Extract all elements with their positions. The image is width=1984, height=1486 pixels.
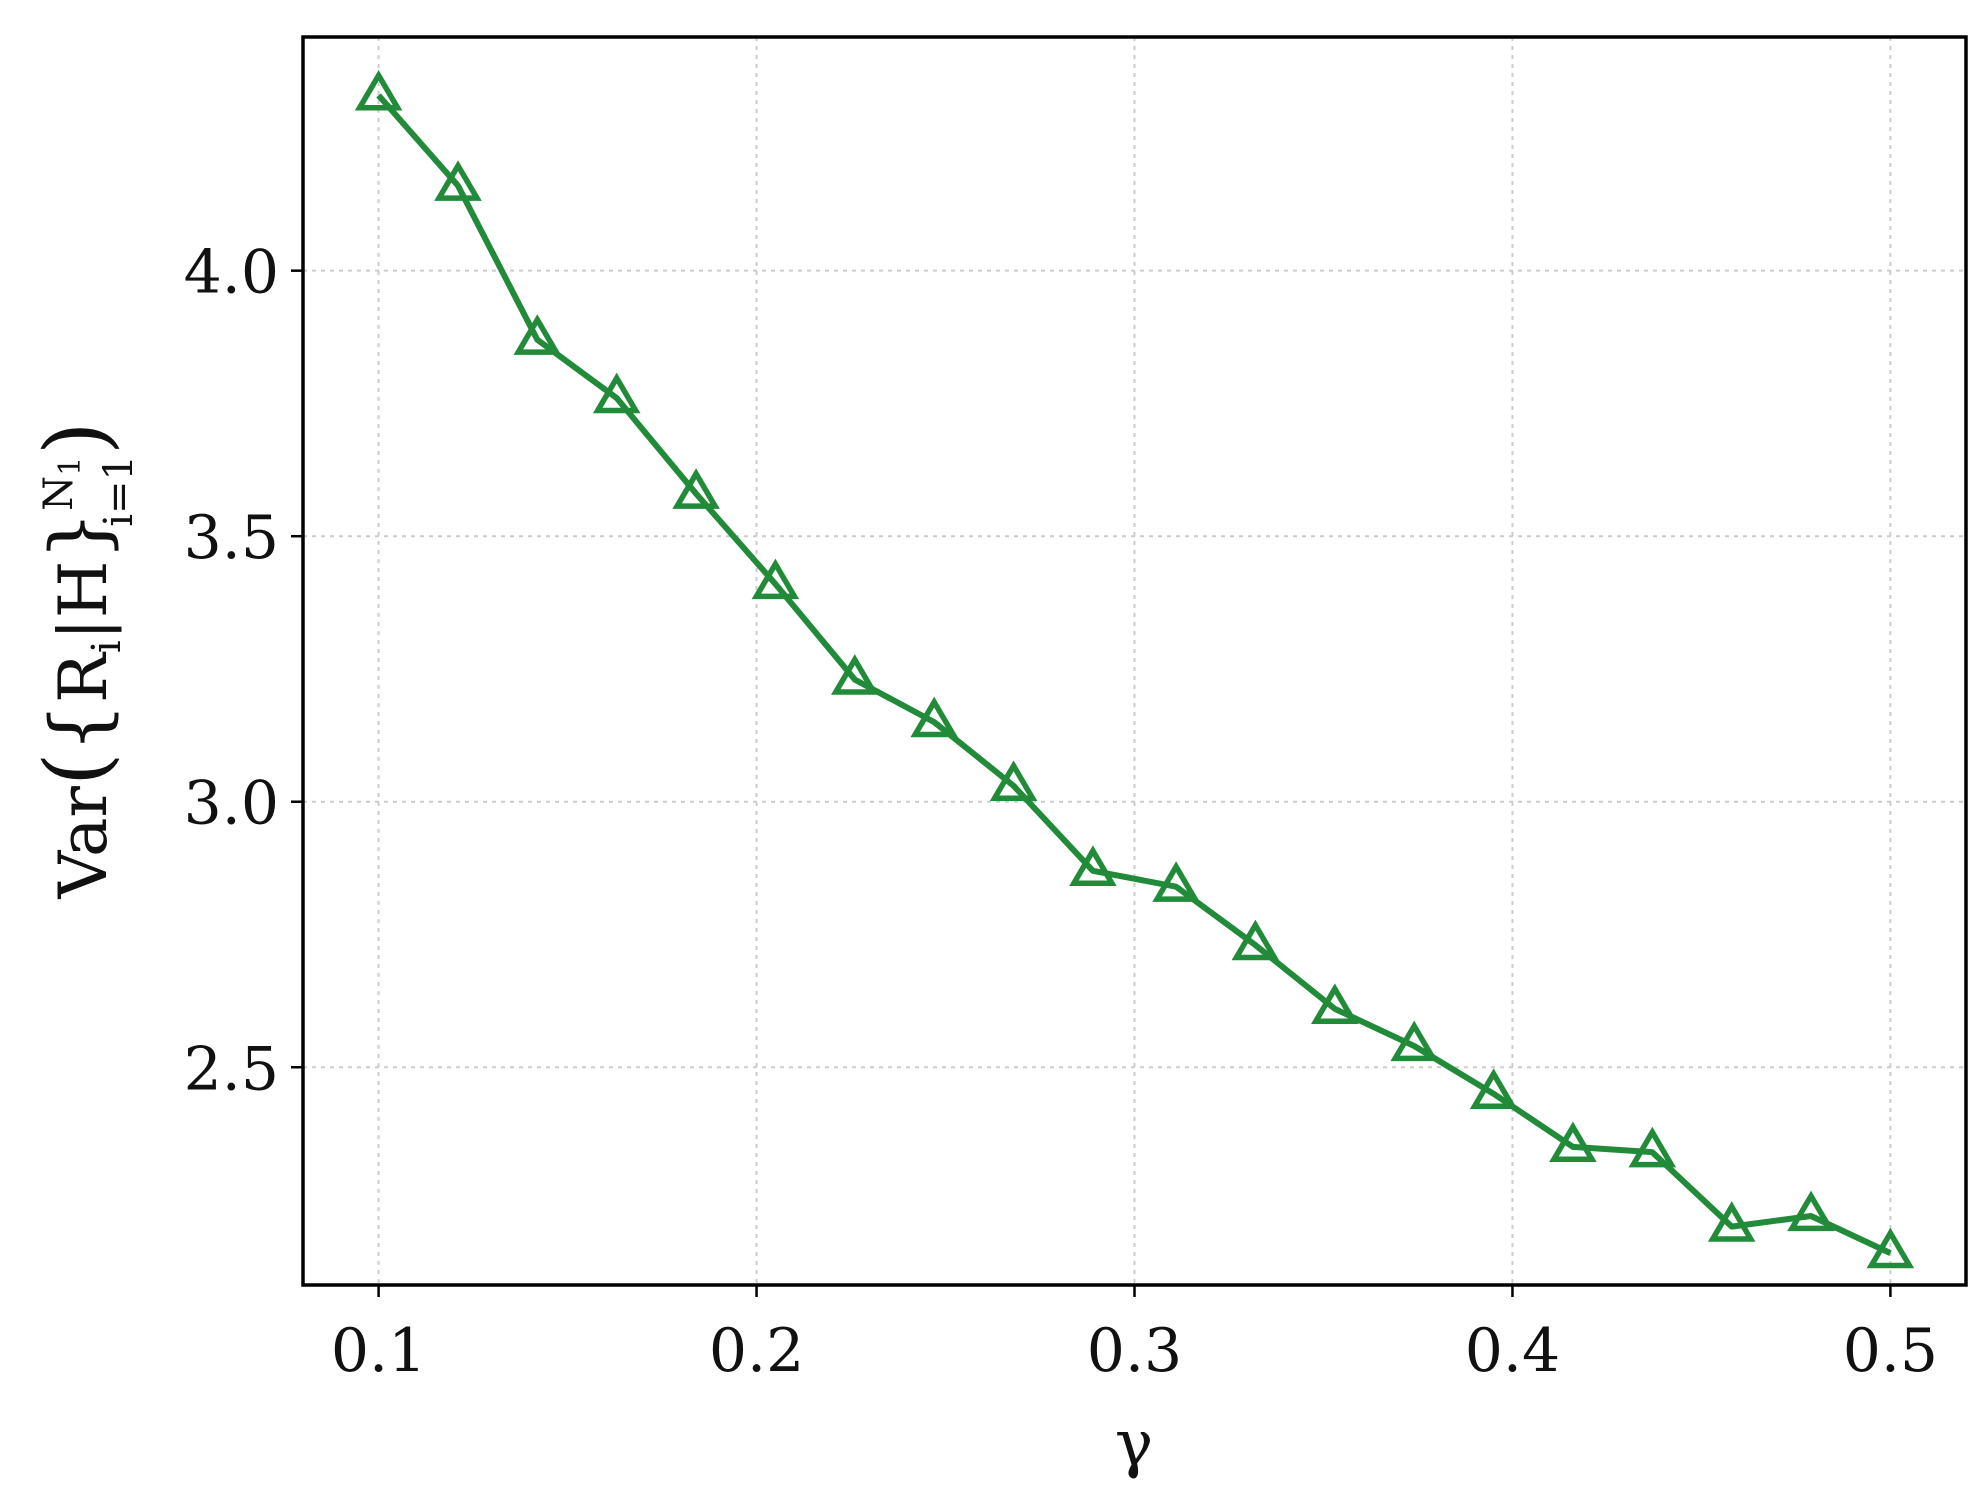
ticks: 0.1 0.2 0.3 0.4 0.5 2.5 3.0 3.5 4.0 [184, 238, 1939, 1386]
plot-frame [301, 35, 1968, 1287]
x-tick-label: 0.2 [709, 1316, 804, 1386]
y-label-lower: i=1 [96, 455, 142, 527]
data-point-marker [1549, 1121, 1597, 1163]
data-point-marker [592, 372, 641, 414]
data-point-marker [1787, 1190, 1835, 1232]
x-tick-label: 0.5 [1843, 1316, 1938, 1386]
y-label-upper: N [36, 476, 82, 511]
y-label-mid: |H [45, 561, 122, 641]
data-point-marker [513, 314, 562, 355]
y-label-r-sub: i [84, 640, 130, 653]
series-line [376, 93, 1892, 1256]
data-point-marker [751, 558, 800, 600]
y-label-upper-sub: 1 [53, 457, 88, 476]
data-point-marker [1069, 845, 1117, 886]
data-point-marker [910, 696, 959, 738]
data-point-marker [1231, 919, 1280, 961]
y-tick-label: 3.5 [184, 503, 279, 573]
series-layer [354, 69, 1915, 1269]
y-tick-label: 2.5 [184, 1034, 279, 1104]
x-tick-label: 0.1 [331, 1316, 426, 1386]
svg-text:Var({Ri|H}N1i=1): Var({Ri|H}N1 i=1) [27, 421, 142, 899]
y-label-prefix: Var [45, 786, 122, 900]
data-point-marker [354, 69, 403, 111]
x-axis-label: γ [1115, 1407, 1153, 1481]
data-point-marker [1310, 983, 1359, 1024]
data-point-marker [1390, 1020, 1439, 1062]
data-point-marker [830, 654, 879, 695]
x-tick-label: 0.4 [1465, 1316, 1560, 1386]
y-label-r: R [45, 651, 122, 703]
y-axis-label: Var({Ri|H}N1 i=1) [27, 421, 142, 899]
x-tick-label: 0.3 [1087, 1316, 1182, 1386]
data-point-marker [672, 468, 720, 509]
data-point-marker [989, 760, 1038, 801]
grid [303, 37, 1966, 1285]
data-point-marker [1152, 861, 1200, 902]
data-point-marker [1628, 1126, 1677, 1168]
data-point-marker [1469, 1068, 1518, 1109]
y-tick-label: 4.0 [184, 238, 279, 308]
y-tick-label: 3.0 [184, 769, 279, 839]
data-point-marker [434, 160, 482, 201]
data-point-marker [1866, 1227, 1915, 1269]
data-point-marker [1707, 1201, 1756, 1242]
